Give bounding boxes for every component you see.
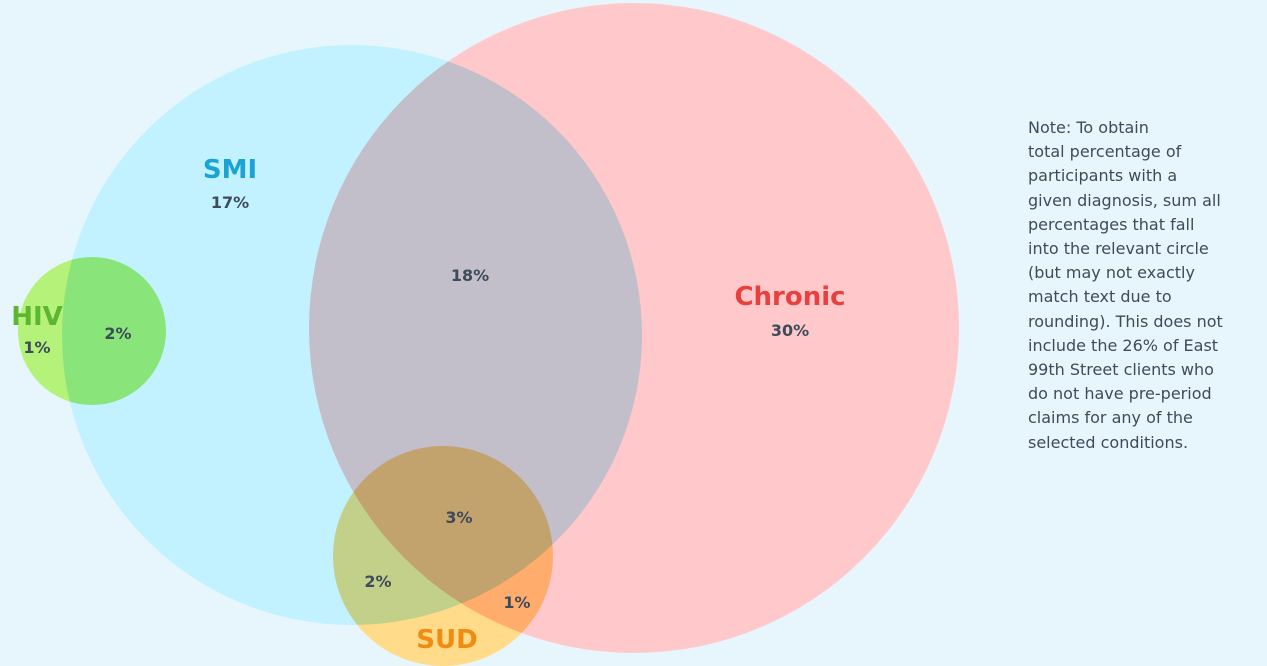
set-value: 1%: [23, 338, 50, 357]
circles: [18, 3, 959, 666]
set-value: 30%: [771, 321, 809, 340]
overlap-value: 18%: [451, 266, 489, 285]
overlap-value: 2%: [104, 324, 131, 343]
hiv-circle: [18, 257, 166, 405]
set-name: SMI: [203, 155, 257, 185]
overlap-value: 3%: [445, 508, 472, 527]
overlap-value: 1%: [503, 593, 530, 612]
note-line: 99th Street clients who: [1028, 360, 1214, 380]
note-line: (but may not exactly: [1028, 263, 1195, 283]
note-line: participants with a: [1028, 166, 1178, 186]
set-value: 2%: [364, 572, 391, 591]
note-line: include the 26% of East: [1028, 335, 1219, 355]
set-name: SUD: [416, 625, 477, 655]
set-name: HIV: [11, 302, 63, 332]
note-line: total percentage of: [1028, 142, 1182, 162]
note-line: claims for any of the: [1028, 408, 1193, 428]
note-line: do not have pre-period: [1028, 384, 1212, 404]
set-value: 17%: [211, 193, 249, 212]
sud-circle: [333, 446, 553, 666]
set-name: Chronic: [734, 282, 845, 312]
venn-diagram: SMI 17% Chronic 30% HIV 1% SUD 2% 18% 2%…: [11, 3, 959, 666]
note-line: into the relevant circle: [1028, 239, 1209, 259]
note-line: selected conditions.: [1028, 432, 1189, 452]
note-line: match text due to: [1028, 287, 1172, 307]
note-line: rounding). This does not: [1028, 311, 1223, 331]
note: Note: To obtain total percentage of partic…: [1028, 116, 1263, 455]
note-line: percentages that fall: [1028, 214, 1195, 234]
note-line: Note: To obtain: [1028, 118, 1149, 137]
note-line: given diagnosis, sum all: [1028, 190, 1221, 210]
